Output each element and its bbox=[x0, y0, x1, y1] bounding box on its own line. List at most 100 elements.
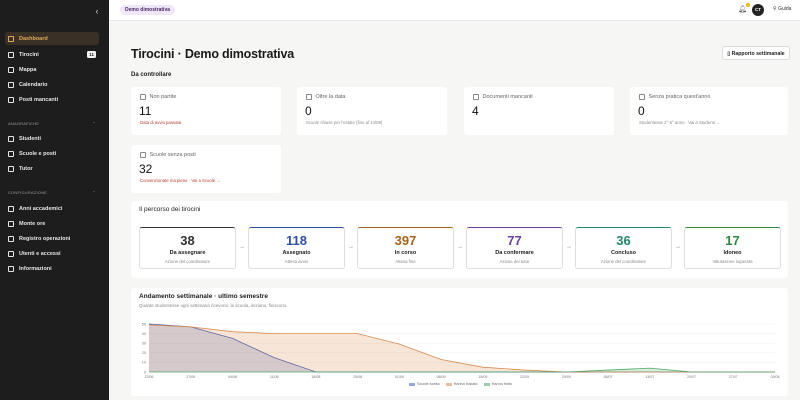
kpi-card-non-partite[interactable]: Non partite 11 Data di avvio passata bbox=[131, 87, 281, 135]
calendar-icon bbox=[306, 94, 312, 100]
sidebar-item-mappa[interactable]: Mappa bbox=[5, 63, 99, 76]
sidebar-item-studenti[interactable]: Studenti bbox=[5, 132, 99, 145]
arrow-right-icon: → bbox=[566, 244, 572, 250]
series-area bbox=[149, 368, 775, 372]
panel-title: Andamento settimanale · ultimo semestre bbox=[139, 293, 268, 300]
sidebar-item-label: Tutor bbox=[19, 165, 33, 172]
legend-swatch bbox=[409, 382, 415, 386]
legend-item[interactable]: Hanno iniziato bbox=[445, 382, 478, 386]
x-tick-label: 18/08 bbox=[311, 375, 320, 379]
school-icon bbox=[8, 150, 14, 157]
kpi-card-documenti[interactable]: Documenti mancanti 4 bbox=[464, 87, 614, 135]
sidebar-item-label: Informazioni bbox=[19, 265, 52, 272]
stage-count: 397 bbox=[394, 233, 417, 248]
stage-name: Concluso bbox=[610, 250, 637, 256]
legend-label: Hanno iniziato bbox=[453, 382, 478, 386]
guide-label: Guida bbox=[778, 6, 792, 12]
arrow-right-icon: → bbox=[457, 244, 463, 250]
panel-title: Il percorso dei tirocini bbox=[139, 206, 201, 213]
pipeline-stage[interactable]: 38 Da assegnare Azione del coordinatore bbox=[139, 227, 236, 269]
sidebar-item-posti-mancanti[interactable]: Posti mancanti bbox=[5, 93, 99, 106]
sidebar-item-label: Dashboard bbox=[19, 35, 48, 42]
stage-name: Assegnato bbox=[282, 250, 311, 256]
sidebar-item-utenti[interactable]: Utenti e accessi bbox=[5, 247, 99, 260]
kpi-card-scuole-senza-posti[interactable]: Scuole senza posti 32 Convenzionate ma p… bbox=[131, 145, 281, 193]
x-tick-label: 13/07 bbox=[645, 375, 654, 379]
y-tick-label: 20 bbox=[142, 351, 146, 355]
weekly-area-chart: 0 10 20 30 40 50 22/06 27/06 04/08 11/08 18/08 25/0… bbox=[142, 322, 780, 379]
pipeline-panel: Il percorso dei tirocini bbox=[131, 201, 788, 278]
kpi-note: Studentesse 2°-5° anno · Vai a Studenti … bbox=[639, 120, 721, 125]
stage-note: Attesa avvio bbox=[284, 259, 309, 264]
sidebar-item-tutor[interactable]: Tutor bbox=[5, 162, 99, 175]
stage-count: 38 bbox=[180, 233, 195, 248]
sidebar-item-label: Calendario bbox=[19, 81, 48, 88]
kpi-label: Documenti mancanti bbox=[482, 94, 533, 100]
clock-icon bbox=[8, 220, 14, 227]
stage-name: Da confermare bbox=[495, 250, 534, 256]
x-tick-label: 25/08 bbox=[353, 375, 362, 379]
x-tick-label: 11/08 bbox=[270, 375, 279, 379]
user-icon bbox=[140, 94, 146, 100]
sidebar-item-label: Studenti bbox=[19, 135, 41, 142]
x-tick-label: 29/09 bbox=[562, 375, 571, 379]
kpi-value: 0 bbox=[638, 104, 645, 118]
key-icon bbox=[8, 250, 14, 257]
x-tick-label: 03/08 bbox=[771, 375, 780, 379]
series-area bbox=[149, 324, 775, 372]
x-tick-label: 08/09 bbox=[437, 375, 446, 379]
sidebar-item-dashboard[interactable]: Dashboard bbox=[5, 32, 99, 45]
topbar: Demo dimostrativa 🔔︎ 1 CT ⚲ Guida bbox=[109, 0, 800, 21]
bell-icon[interactable]: 🔔︎ bbox=[738, 6, 747, 13]
x-tick-label: 06/07 bbox=[604, 375, 613, 379]
guide-link[interactable]: ⚲ Guida bbox=[773, 6, 791, 12]
legend-swatch bbox=[445, 382, 452, 386]
chart-legend: Scuole scelta Hanno iniziato Hanno finito bbox=[409, 382, 512, 386]
stage-note: Azione del coordinatore bbox=[600, 259, 647, 264]
kpi-card-senza-pratica[interactable]: Senza pratica quest'anno 0 Studentesse 2… bbox=[630, 87, 788, 135]
pipeline-stage[interactable]: 118 Assegnato Attesa avvio bbox=[248, 227, 345, 269]
sidebar-item-label: Scuole e posti bbox=[19, 150, 57, 157]
arrow-right-icon: → bbox=[675, 244, 681, 250]
legend-item[interactable]: Scuole scelta bbox=[409, 382, 440, 386]
section-configurazione[interactable]: CONFIGURAZIONE ⌃ bbox=[8, 190, 96, 195]
y-tick-label: 40 bbox=[142, 332, 146, 336]
avatar[interactable]: CT bbox=[752, 4, 764, 16]
kpi-label: Senza pratica quest'anno bbox=[648, 94, 711, 100]
section-anagrafiche[interactable]: ANAGRAFICHE ⌃ bbox=[8, 121, 96, 126]
chevron-up-icon: ⌃ bbox=[92, 190, 96, 195]
pipeline-stage[interactable]: 77 Da confermare Azione dei tutor bbox=[466, 227, 563, 269]
stage-name: Da assegnare bbox=[169, 250, 206, 256]
sidebar-item-monte-ore[interactable]: Monte ore bbox=[5, 217, 99, 230]
sidebar-item-registro[interactable]: Registro operazioni bbox=[5, 232, 99, 245]
sidebar-item-tirocini[interactable]: Tirocini 11 bbox=[5, 48, 99, 61]
pipeline-stage[interactable]: 36 Concluso Azione del coordinatore bbox=[575, 227, 672, 269]
weekly-report-button[interactable]: ▯ Rapporto settimanale bbox=[722, 46, 790, 60]
kpi-card-oltre-data[interactable]: Oltre la data 0 Scuole chiuse per l'esta… bbox=[297, 87, 447, 135]
x-tick-label: 20/07 bbox=[687, 375, 696, 379]
y-tick-label: 10 bbox=[142, 361, 146, 365]
school-icon bbox=[140, 152, 146, 158]
sidebar-item-scuole[interactable]: Scuole e posti bbox=[5, 147, 99, 160]
sidebar-item-calendario[interactable]: Calendario bbox=[5, 78, 99, 91]
chevron-up-icon: ⌃ bbox=[92, 121, 96, 126]
sidebar-item-informazioni[interactable]: Informazioni bbox=[5, 262, 99, 275]
collapse-sidebar-icon[interactable]: ‹ bbox=[95, 6, 99, 16]
stage-note: Azione del coordinatore bbox=[164, 259, 211, 264]
sidebar-item-anni[interactable]: Anni accademici bbox=[5, 202, 99, 215]
sidebar-item-label: Mappa bbox=[19, 66, 37, 73]
history-icon bbox=[8, 235, 14, 242]
calendar-icon bbox=[8, 81, 14, 88]
tenant-pill[interactable]: Demo dimostrativa bbox=[120, 5, 176, 15]
stage-count: 77 bbox=[507, 233, 522, 248]
legend-item[interactable]: Hanno finito bbox=[483, 382, 512, 386]
series-line bbox=[149, 367, 775, 373]
pin-icon: ⚲ bbox=[773, 6, 777, 12]
document-icon: ▯ bbox=[727, 51, 731, 57]
user-icon bbox=[8, 165, 14, 172]
pipeline-stage[interactable]: 17 Idoneo Valutazione superata bbox=[684, 227, 781, 269]
info-icon bbox=[8, 265, 14, 272]
pipeline-stage[interactable]: 397 In corso Attesa fine bbox=[357, 227, 454, 269]
stage-note: Azione dei tutor bbox=[499, 259, 530, 264]
clipboard-icon bbox=[8, 51, 14, 58]
